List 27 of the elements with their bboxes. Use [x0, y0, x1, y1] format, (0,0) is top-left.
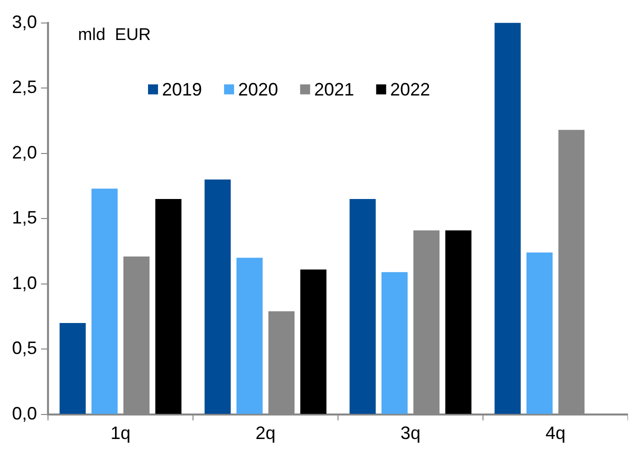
bar	[155, 199, 182, 414]
y-tick-label: 2,0	[12, 142, 38, 162]
bar	[204, 179, 231, 414]
legend-label: 2019	[162, 79, 202, 100]
y-tick-label: 0,5	[12, 338, 38, 358]
y-tick-label: 3,0	[12, 12, 38, 32]
bar	[445, 230, 472, 414]
legend-label: 2021	[314, 79, 354, 100]
annotation: mld EUR	[78, 24, 151, 44]
bar	[526, 252, 553, 414]
bar	[350, 199, 376, 414]
legend-label: 2022	[390, 79, 430, 100]
x-tick-label: 3q	[400, 423, 421, 444]
bar	[300, 270, 326, 414]
y-tick-label: 1,5	[12, 208, 38, 228]
x-tick-label: 1q	[110, 423, 131, 444]
bar	[60, 323, 86, 414]
bar	[381, 272, 408, 414]
y-tick-label: 1,0	[12, 272, 38, 293]
bar	[236, 258, 263, 414]
x-tick-label: 4q	[545, 423, 566, 444]
y-tick-label: 0,0	[12, 403, 38, 424]
y-tick-label: 2,5	[12, 77, 38, 98]
bar	[494, 22, 521, 414]
bar	[91, 188, 118, 414]
x-tick-label: 2q	[256, 423, 276, 444]
legend-label: 2020	[238, 79, 278, 100]
